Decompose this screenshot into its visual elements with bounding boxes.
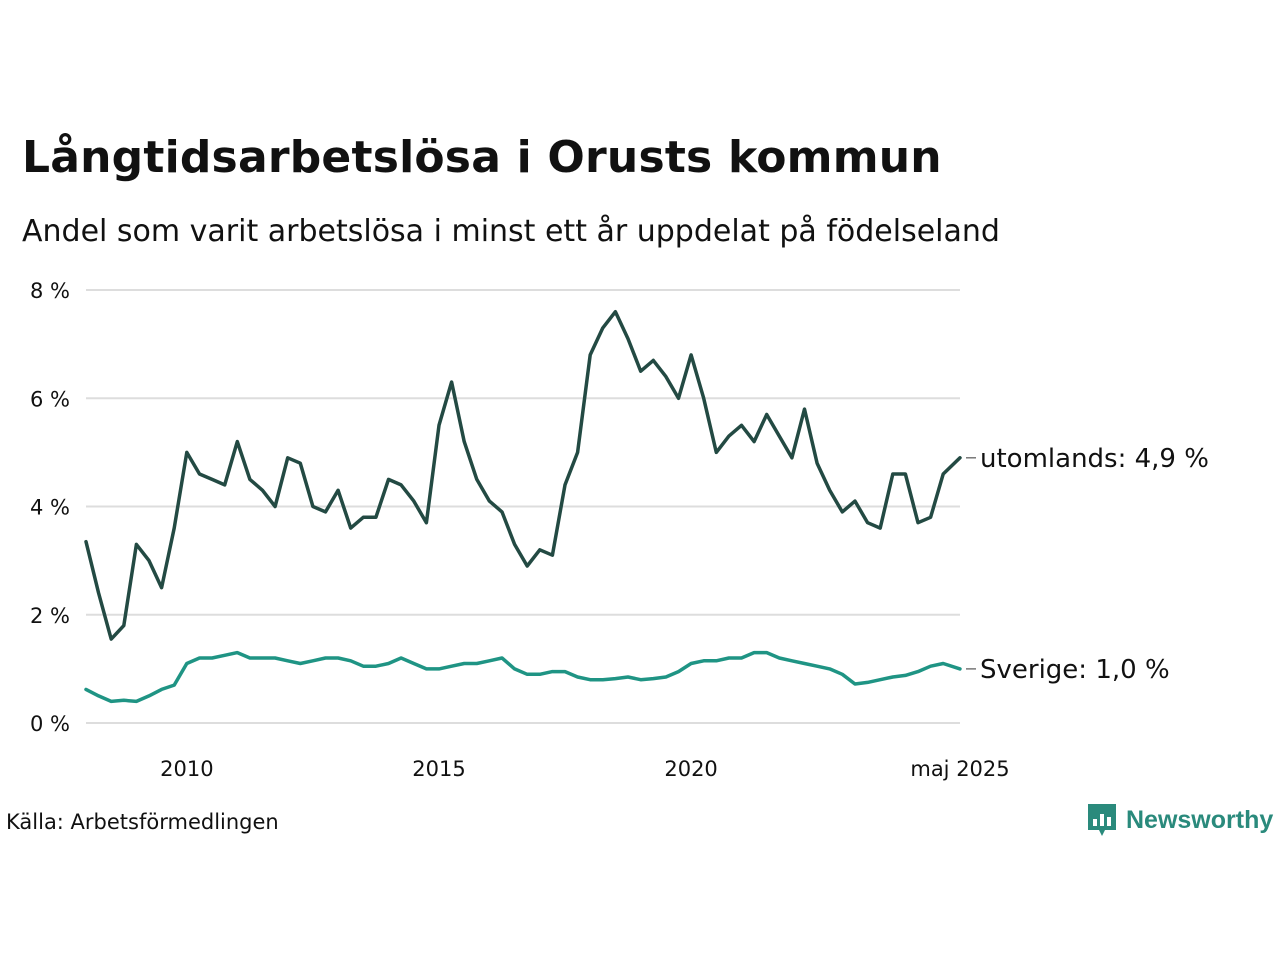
newsworthy-logo-icon [1088, 804, 1116, 836]
x-tick-label: maj 2025 [910, 757, 1009, 781]
series-lines [84, 309, 962, 704]
source-note: Källa: Arbetsförmedlingen [6, 810, 279, 834]
series-end-label: utomlands: 4,9 % [980, 444, 1209, 474]
x-tick-label: 2010 [160, 757, 213, 781]
y-tick-label: 6 % [30, 387, 70, 411]
x-axis-ticks: 2010 2015 2020 maj 2025 [160, 757, 1010, 781]
chart-subtitle: Andel som varit arbetslösa i minst ett å… [22, 214, 1000, 249]
chart-title: Långtidsarbetslösa i Orusts kommun [22, 132, 942, 183]
series-line-utomlands [84, 309, 962, 641]
y-tick-label: 0 % [30, 712, 70, 736]
series-line-sverige [84, 650, 962, 704]
y-tick-label: 8 % [30, 279, 70, 303]
x-tick-label: 2015 [412, 757, 465, 781]
y-tick-label: 4 % [30, 496, 70, 520]
grid-lines [86, 289, 960, 724]
series-end-label: Sverige: 1,0 % [980, 655, 1170, 685]
y-tick-label: 2 % [30, 604, 70, 628]
brand-name: Newsworthy [1126, 805, 1274, 834]
x-tick-label: 2020 [664, 757, 717, 781]
y-axis-ticks: 0 % 2 % 4 % 6 % 8 % [30, 279, 70, 736]
series-end-labels: utomlands: 4,9 % Sverige: 1,0 % [966, 444, 1209, 685]
brand-logo: Newsworthy [1086, 802, 1273, 838]
